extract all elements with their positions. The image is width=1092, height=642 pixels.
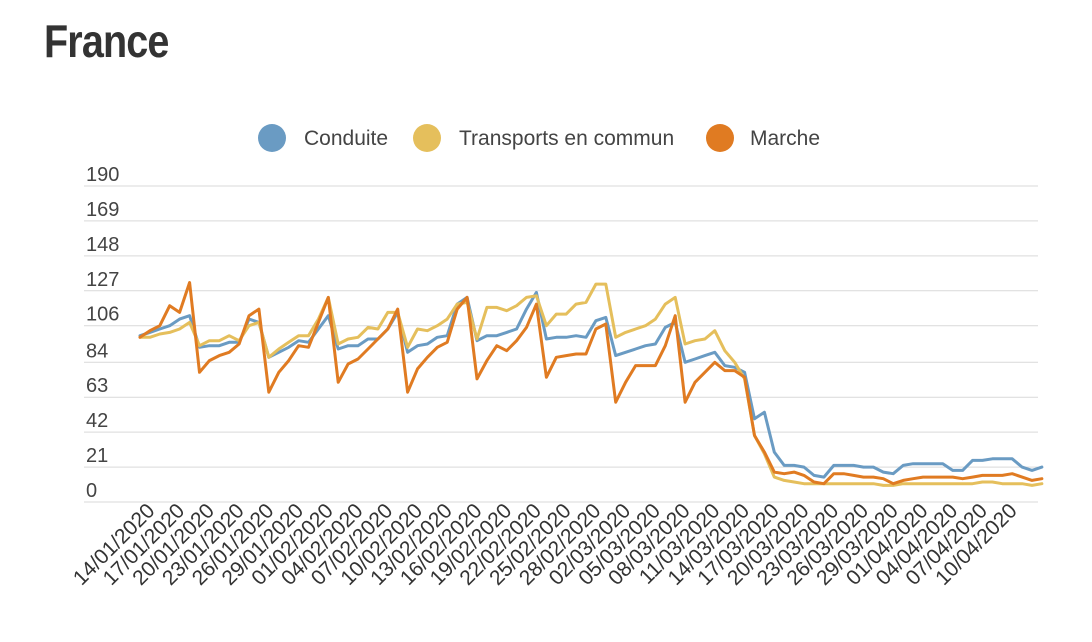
x-axis-ticks: 14/01/202017/01/202020/01/202023/01/2020…: [69, 499, 1022, 590]
series-line-marche: [138, 281, 1044, 486]
legend-marker[interactable]: [706, 124, 734, 152]
legend-label[interactable]: Conduite: [304, 127, 388, 150]
y-tick-label: 106: [86, 304, 119, 326]
series-line-transports-en-commun: [138, 282, 1044, 487]
y-tick-label: 84: [86, 340, 108, 362]
y-tick-label: 42: [86, 410, 108, 432]
y-tick-label: 0: [86, 480, 97, 502]
legend-label[interactable]: Marche: [750, 127, 820, 150]
legend-marker[interactable]: [413, 124, 441, 152]
grid-lines: [84, 185, 1038, 503]
y-tick-label: 21: [86, 445, 108, 467]
legend-marker[interactable]: [258, 124, 286, 152]
y-tick-label: 63: [86, 375, 108, 397]
series-lines: [138, 281, 1044, 487]
series-line-conduite: [138, 290, 1044, 479]
legend: Conduite Transports en commun Marche: [258, 124, 820, 152]
y-tick-label: 127: [86, 269, 119, 291]
y-tick-label: 169: [86, 199, 119, 221]
y-tick-label: 148: [86, 234, 119, 256]
page-title: France: [44, 15, 169, 67]
y-tick-label: 190: [86, 164, 119, 186]
y-axis-ticks: 0 21 42 63 84 106 127 148 169 190: [86, 164, 119, 502]
legend-label[interactable]: Transports en commun: [459, 127, 674, 150]
